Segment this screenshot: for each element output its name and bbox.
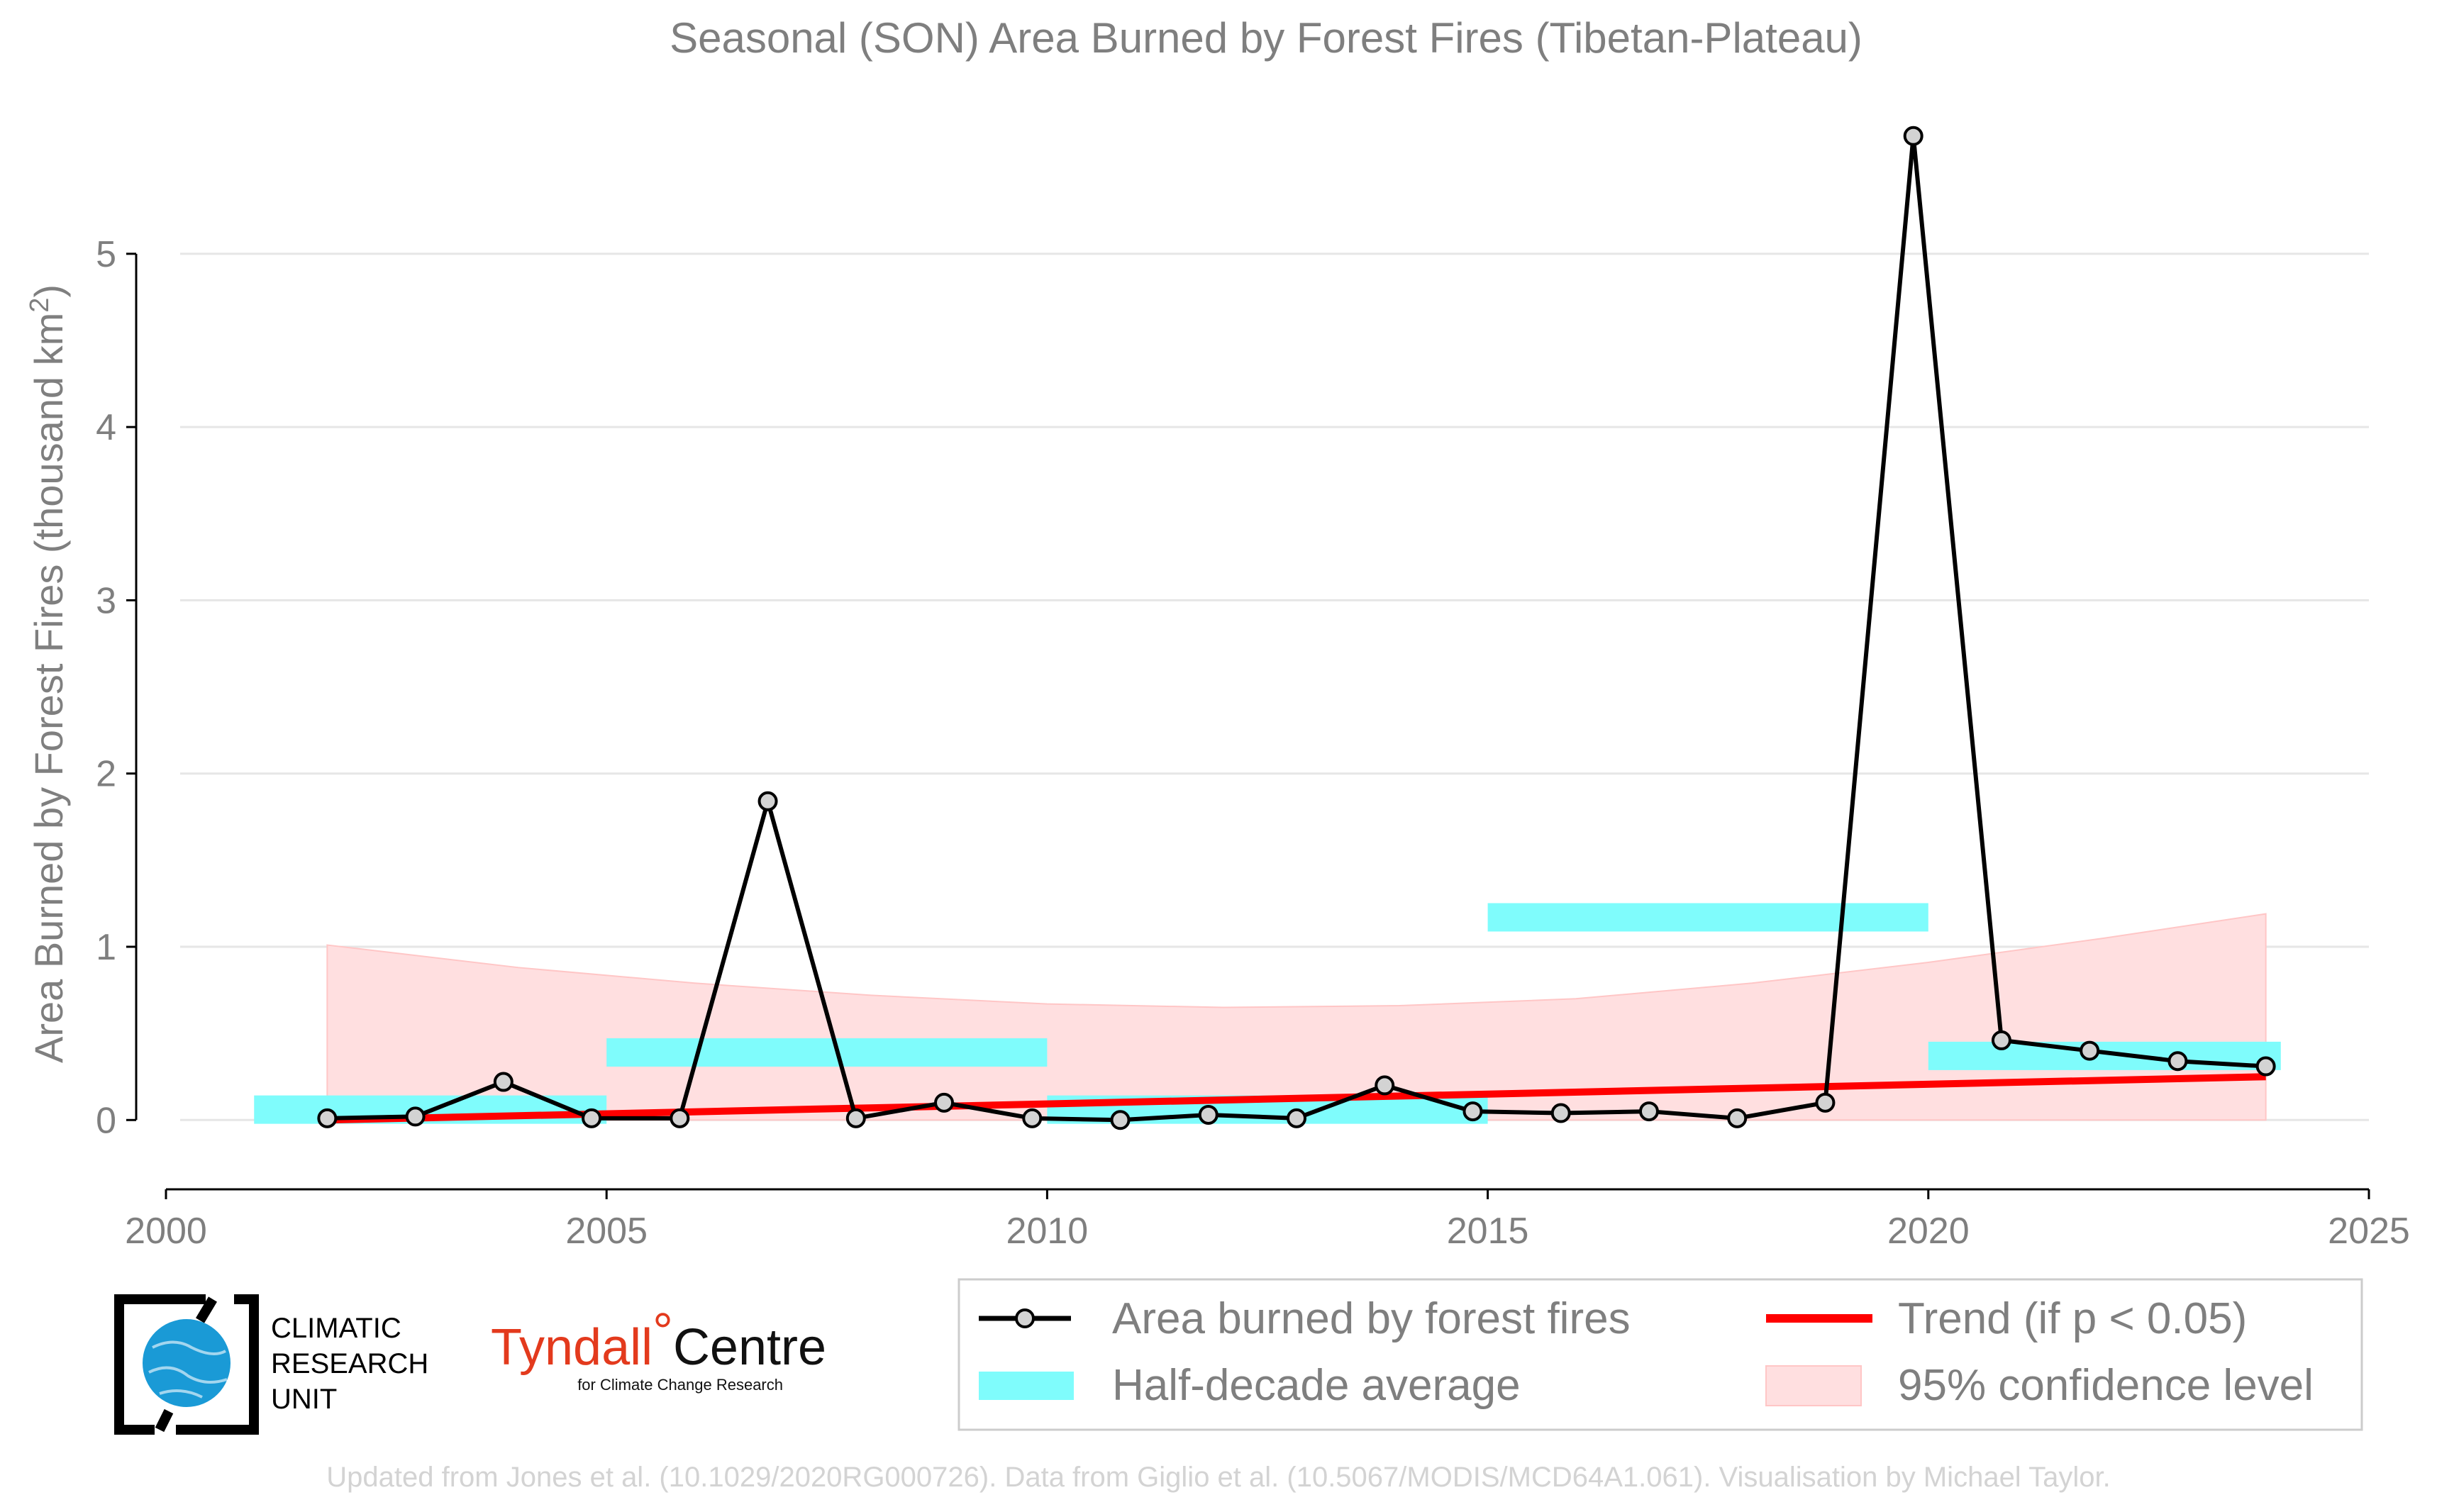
data-point	[405, 1106, 426, 1127]
globe-icon	[143, 1319, 231, 1407]
data-point	[1638, 1101, 1659, 1122]
legend-item-half-decade: Half-decade average	[979, 1361, 1521, 1410]
trend-line-path	[327, 1073, 2266, 1124]
legend-label-trend: Trend (if p < 0.05)	[1898, 1294, 2247, 1343]
x-tick-label: 2025	[2328, 1211, 2410, 1252]
y-tick-label: 1	[96, 927, 116, 968]
y-axis-label-close: )	[26, 284, 71, 298]
y-tick-label: 2	[96, 754, 116, 795]
legend-label-area-burned: Area burned by forest fires	[1112, 1294, 1631, 1343]
legend-label-confidence: 95% confidence level	[1898, 1361, 2314, 1410]
legend: Area burned by forest fires Trend (if p …	[957, 1278, 2363, 1431]
half-decade-bar	[606, 1038, 1048, 1067]
data-point	[845, 1108, 866, 1128]
y-axis-label-sup: 2	[25, 298, 55, 313]
data-point	[1022, 1108, 1043, 1128]
footer-credit: Updated from Jones et al. (10.1029/2020R…	[326, 1462, 2110, 1493]
data-point	[670, 1108, 690, 1128]
cru-logo: CLIMATIC RESEARCH UNIT	[114, 1294, 428, 1435]
legend-label-half-decade: Half-decade average	[1112, 1361, 1521, 1410]
x-tick-label: 2005	[565, 1211, 648, 1252]
y-tick-label: 3	[96, 580, 116, 621]
legend-item-confidence: 95% confidence level	[1765, 1361, 2314, 1410]
cru-label-line-1: CLIMATIC	[271, 1313, 401, 1344]
tyndall-logo: Tyndall°Centre for Climate Change Resear…	[491, 1303, 826, 1394]
legend-item-trend: Trend (if p < 0.05)	[1766, 1294, 2247, 1343]
axes: 0 1 2 3 4 5 2000 2005 2010 2015 2020 2025	[96, 234, 2410, 1252]
tyndall-subtitle: for Climate Change Research	[577, 1376, 783, 1394]
data-point	[757, 791, 778, 811]
data-point	[1110, 1110, 1131, 1130]
data-point	[1462, 1101, 1483, 1122]
data-point	[2080, 1040, 2100, 1061]
data-point	[2167, 1051, 2188, 1072]
data-point	[582, 1108, 602, 1128]
trend-line	[327, 1073, 2266, 1124]
cru-frame-icon	[114, 1294, 259, 1435]
tyndall-wordmark: Tyndall°Centre	[491, 1303, 826, 1376]
x-tick-label: 2010	[1006, 1211, 1089, 1252]
y-axis-label: Area Burned by Forest Fires (thousand km…	[25, 284, 71, 1063]
cru-label-line-3: UNIT	[271, 1384, 337, 1415]
y-tick-label: 4	[96, 407, 116, 448]
x-tick-label: 2015	[1447, 1211, 1529, 1252]
data-point	[1991, 1030, 2011, 1050]
data-point	[1727, 1108, 1748, 1128]
x-tick-label: 2020	[1887, 1211, 1970, 1252]
x-tick-label: 2000	[125, 1211, 207, 1252]
data-point	[1903, 126, 1923, 146]
chart-title: Seasonal (SON) Area Burned by Forest Fir…	[670, 14, 1863, 62]
data-point	[1550, 1103, 1571, 1123]
confidence-band-area	[326, 913, 2267, 1121]
data-point	[1375, 1075, 1395, 1096]
y-tick-label: 5	[96, 234, 116, 275]
legend-box	[957, 1278, 2363, 1431]
data-point	[1286, 1108, 1306, 1128]
confidence-band	[326, 913, 2267, 1121]
y-axis-label-main: Area Burned by Forest Fires (thousand km	[26, 313, 71, 1063]
legend-item-area-burned: Area burned by forest fires	[979, 1294, 1631, 1343]
data-point	[1198, 1104, 1218, 1125]
data-point	[1815, 1092, 1836, 1113]
data-point	[317, 1108, 338, 1128]
cru-label-line-2: RESEARCH	[271, 1348, 428, 1379]
data-point	[493, 1072, 514, 1092]
y-tick-label: 0	[96, 1100, 116, 1141]
legend-marker-icon	[1015, 1308, 1035, 1328]
data-point	[2255, 1056, 2276, 1077]
data-point	[934, 1092, 955, 1113]
half-decade-bar	[1487, 903, 1928, 932]
area-burned-series	[317, 126, 2276, 1130]
